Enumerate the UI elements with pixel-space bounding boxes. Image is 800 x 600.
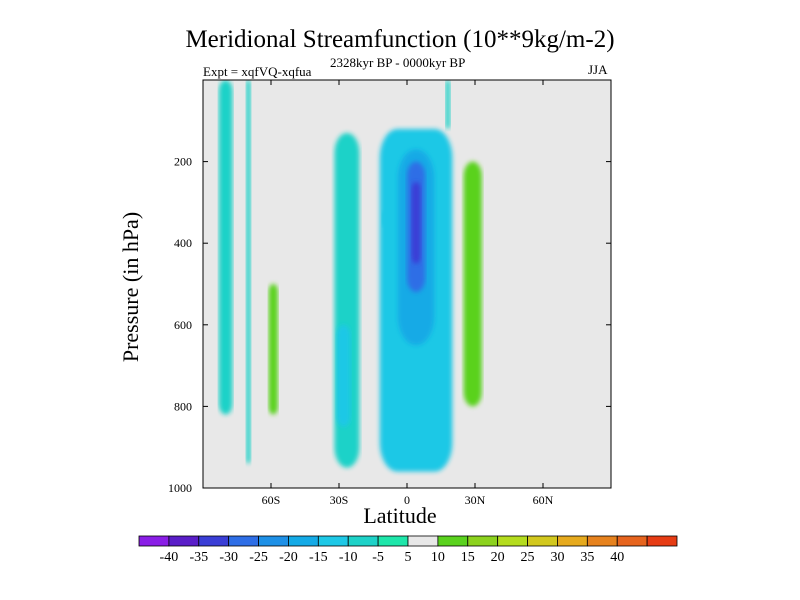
colorbar-swatch xyxy=(497,535,528,547)
colorbar-swatch xyxy=(258,535,289,547)
contour-region-southern-negative-band-core xyxy=(336,324,351,427)
colorbar-label: -20 xyxy=(279,550,298,565)
contour-region-southern-positive-cell-core xyxy=(268,284,278,415)
y-tick-label: 200 xyxy=(174,155,192,169)
x-tick-label: 30N xyxy=(465,493,486,507)
colorbar-label: -15 xyxy=(309,550,328,565)
contour-region-tropical-upper-negative-spike xyxy=(445,80,451,129)
colorbar-label: 25 xyxy=(521,550,535,565)
colorbar-swatch xyxy=(377,535,409,547)
season-label: JJA xyxy=(588,62,608,77)
colorbar-label: 35 xyxy=(580,550,594,565)
colorbar-label: 30 xyxy=(550,550,564,565)
colorbar-label: 5 xyxy=(405,550,412,565)
colorbar-swatch xyxy=(288,535,319,547)
colorbar-swatch xyxy=(317,535,349,547)
contour-region-high-lat-south-strip-b xyxy=(246,80,251,464)
colorbar-label: -5 xyxy=(372,550,384,565)
x-tick-label: 0 xyxy=(404,493,410,507)
colorbar-swatch xyxy=(527,535,558,547)
x-axis-label: Latitude xyxy=(363,503,437,528)
contour-region-northern-positive-cell-core xyxy=(463,161,482,407)
colorbar-swatch xyxy=(557,535,588,547)
colorbar-label: 10 xyxy=(431,550,445,565)
experiment-label: Expt = xqfVQ-xqfua xyxy=(203,64,312,79)
colorbar-swatch xyxy=(616,535,648,547)
x-tick-label: 30S xyxy=(330,493,349,507)
colorbar-swatch xyxy=(646,535,678,547)
colorbar-swatch xyxy=(138,535,170,547)
chart-title: Meridional Streamfunction (10**9kg/m-2) xyxy=(185,26,615,53)
x-tick-label: 60S xyxy=(262,493,281,507)
contour-region-high-lat-south-strip-a xyxy=(218,80,233,415)
colorbar-label: -35 xyxy=(189,550,208,565)
colorbar-label: 15 xyxy=(461,550,475,565)
colorbar-swatch xyxy=(407,535,439,547)
colorbar-swatch xyxy=(347,535,379,547)
y-tick-label: 800 xyxy=(174,399,192,413)
colorbar-label: 20 xyxy=(491,550,505,565)
contour-region-hadley-cell-negative-max xyxy=(411,182,421,264)
y-tick-label: 1000 xyxy=(168,481,192,495)
colorbar-label: 40 xyxy=(610,550,624,565)
colorbar-swatch xyxy=(198,535,230,547)
colorbar-swatch xyxy=(228,535,259,547)
colorbar-label: -10 xyxy=(339,550,358,565)
colorbar-label: -30 xyxy=(219,550,238,565)
colorbar-swatch xyxy=(437,535,469,547)
colorbar-swatch xyxy=(586,535,618,547)
x-tick-label: 60N xyxy=(533,493,554,507)
colorbar-swatch xyxy=(168,535,200,547)
y-tick-label: 600 xyxy=(174,318,192,332)
colorbar-swatch xyxy=(467,535,499,547)
y-tick-label: 400 xyxy=(174,236,192,250)
colorbar-label: -25 xyxy=(249,550,268,565)
colorbar-label: -40 xyxy=(160,550,179,565)
period-label: 2328kyr BP - 0000kyr BP xyxy=(330,55,466,70)
